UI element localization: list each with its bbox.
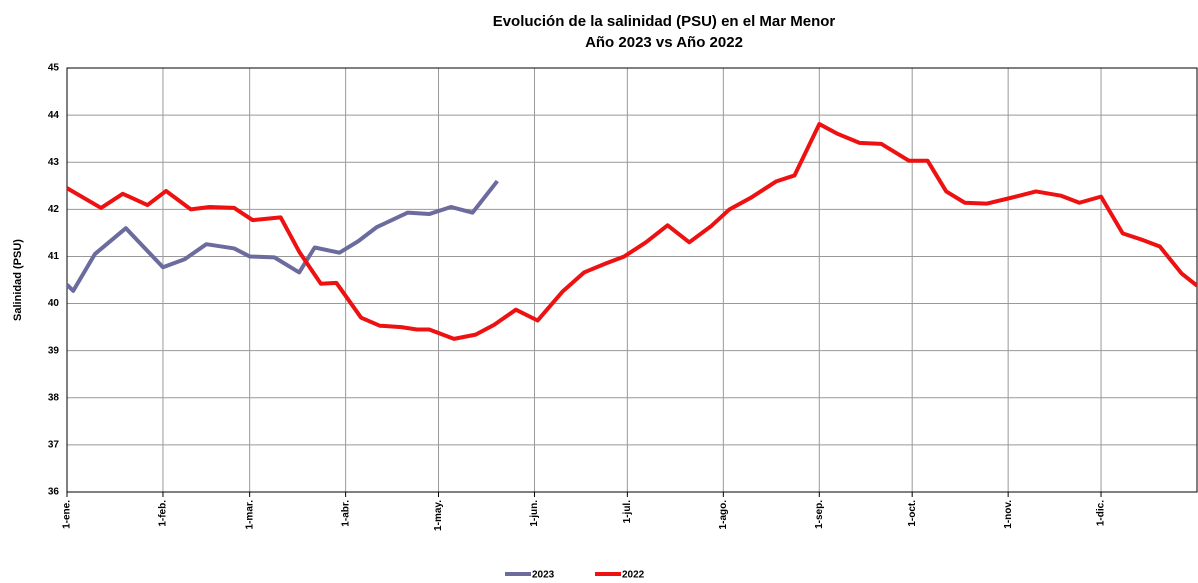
y-tick-label: 38 <box>48 392 60 403</box>
y-tick-label: 37 <box>48 440 60 451</box>
x-tick-label: 1-ago. <box>718 500 729 530</box>
x-tick-label: 1-oct. <box>907 500 918 527</box>
data-line <box>65 122 1198 341</box>
x-tick-label: 1-mar. <box>244 500 255 530</box>
x-tick-label: 1-ene. <box>62 500 73 529</box>
y-tick-label: 40 <box>48 298 60 309</box>
legend-label: 2023 <box>532 570 555 581</box>
y-tick-label: 41 <box>48 251 60 262</box>
y-axis-label: Salinidad (PSU) <box>12 239 24 321</box>
x-tick-label: 1-jun. <box>529 500 540 527</box>
plot-border <box>66 67 1198 493</box>
x-tick-label: 1-nov. <box>1003 500 1014 529</box>
x-tick-label: 1-may. <box>433 500 444 531</box>
y-tick-label: 39 <box>48 345 60 356</box>
data-line <box>65 179 499 293</box>
y-tick-label: 42 <box>48 204 60 215</box>
x-tick-label: 1-abr. <box>340 500 351 527</box>
chart-title: Evolución de la salinidad (PSU) en el Ma… <box>493 13 836 30</box>
legend-label: 2022 <box>622 570 645 581</box>
x-tick-label: 1-jul. <box>622 500 633 524</box>
y-tick-label: 45 <box>48 63 60 74</box>
y-tick-label: 36 <box>48 487 60 498</box>
x-tick-label: 1-feb. <box>158 500 169 527</box>
y-tick-label: 44 <box>48 110 60 121</box>
x-tick-label: 1-sep. <box>814 500 825 529</box>
x-tick-label: 1-dic. <box>1096 500 1107 526</box>
y-tick-label: 43 <box>48 157 60 168</box>
chart-subtitle: Año 2023 vs Año 2022 <box>585 34 743 51</box>
